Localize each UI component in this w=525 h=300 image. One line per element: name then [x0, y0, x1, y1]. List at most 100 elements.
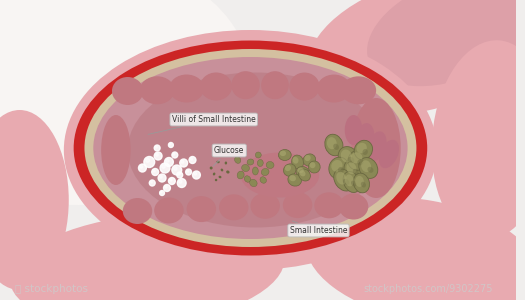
Ellipse shape — [351, 181, 356, 187]
Text: Villi of Small Intestine: Villi of Small Intestine — [148, 115, 256, 134]
Ellipse shape — [74, 40, 427, 256]
Ellipse shape — [0, 110, 69, 290]
Ellipse shape — [226, 170, 229, 173]
Ellipse shape — [331, 160, 342, 172]
Ellipse shape — [101, 115, 131, 185]
Ellipse shape — [355, 176, 364, 187]
Ellipse shape — [292, 157, 299, 164]
Circle shape — [140, 165, 143, 168]
Ellipse shape — [361, 182, 366, 188]
Ellipse shape — [329, 157, 349, 179]
Ellipse shape — [291, 155, 303, 169]
Circle shape — [170, 179, 172, 181]
Ellipse shape — [306, 197, 525, 300]
Text: stockphotos.com/9302275: stockphotos.com/9302275 — [363, 284, 493, 294]
Ellipse shape — [308, 161, 320, 173]
Circle shape — [146, 158, 150, 162]
Ellipse shape — [343, 172, 360, 193]
Ellipse shape — [209, 167, 213, 170]
Ellipse shape — [339, 194, 369, 220]
Circle shape — [177, 172, 183, 178]
Ellipse shape — [344, 160, 363, 180]
Circle shape — [161, 191, 162, 193]
Ellipse shape — [85, 49, 416, 247]
Ellipse shape — [368, 167, 373, 173]
Circle shape — [165, 186, 167, 188]
Circle shape — [160, 163, 170, 173]
Circle shape — [150, 181, 152, 183]
Circle shape — [169, 142, 173, 148]
Ellipse shape — [354, 140, 373, 160]
Circle shape — [194, 172, 197, 175]
Ellipse shape — [232, 71, 260, 99]
Ellipse shape — [200, 73, 232, 100]
Ellipse shape — [283, 192, 312, 218]
Ellipse shape — [218, 176, 222, 178]
Ellipse shape — [250, 179, 257, 187]
Ellipse shape — [285, 165, 291, 171]
Ellipse shape — [0, 0, 250, 205]
Circle shape — [162, 165, 165, 168]
Ellipse shape — [10, 214, 285, 300]
Ellipse shape — [358, 159, 363, 165]
Text: Small Intestine: Small Intestine — [290, 221, 347, 235]
Ellipse shape — [266, 161, 274, 169]
Circle shape — [158, 174, 166, 182]
Ellipse shape — [343, 179, 349, 185]
Circle shape — [160, 190, 164, 196]
Ellipse shape — [300, 170, 306, 176]
Circle shape — [189, 157, 196, 164]
Ellipse shape — [213, 172, 215, 176]
Ellipse shape — [250, 193, 280, 219]
Ellipse shape — [289, 73, 320, 100]
Ellipse shape — [261, 168, 269, 175]
Circle shape — [178, 173, 180, 175]
Ellipse shape — [123, 198, 152, 224]
Ellipse shape — [215, 179, 217, 181]
Ellipse shape — [346, 162, 356, 174]
Ellipse shape — [361, 160, 371, 172]
Ellipse shape — [338, 147, 359, 169]
Circle shape — [149, 180, 155, 186]
Ellipse shape — [225, 161, 227, 164]
Ellipse shape — [64, 30, 437, 270]
Ellipse shape — [240, 152, 319, 197]
Ellipse shape — [304, 155, 311, 161]
Ellipse shape — [219, 194, 248, 220]
Ellipse shape — [257, 160, 263, 167]
Ellipse shape — [351, 152, 362, 163]
Ellipse shape — [353, 173, 370, 193]
Circle shape — [180, 159, 187, 167]
Ellipse shape — [334, 169, 354, 191]
Ellipse shape — [341, 76, 376, 104]
Circle shape — [152, 169, 159, 176]
Circle shape — [139, 164, 146, 172]
Ellipse shape — [353, 169, 359, 175]
Ellipse shape — [220, 169, 223, 171]
Circle shape — [177, 178, 186, 188]
Ellipse shape — [325, 134, 343, 156]
Ellipse shape — [307, 0, 525, 115]
Circle shape — [160, 176, 162, 178]
Ellipse shape — [348, 150, 369, 170]
Ellipse shape — [297, 168, 304, 173]
Ellipse shape — [261, 71, 289, 99]
Ellipse shape — [237, 171, 244, 179]
Circle shape — [186, 169, 192, 175]
Circle shape — [154, 152, 162, 160]
Circle shape — [163, 184, 171, 191]
Ellipse shape — [314, 192, 344, 218]
Ellipse shape — [310, 162, 316, 168]
Ellipse shape — [280, 151, 286, 156]
Ellipse shape — [154, 197, 184, 224]
Circle shape — [190, 158, 193, 160]
Ellipse shape — [368, 131, 386, 160]
Ellipse shape — [242, 164, 249, 172]
Text: ⓘ stockphotos: ⓘ stockphotos — [15, 284, 88, 294]
Circle shape — [153, 170, 155, 172]
Ellipse shape — [317, 75, 351, 103]
Circle shape — [193, 171, 201, 179]
Ellipse shape — [253, 167, 258, 175]
Circle shape — [144, 157, 155, 167]
Ellipse shape — [348, 157, 354, 163]
